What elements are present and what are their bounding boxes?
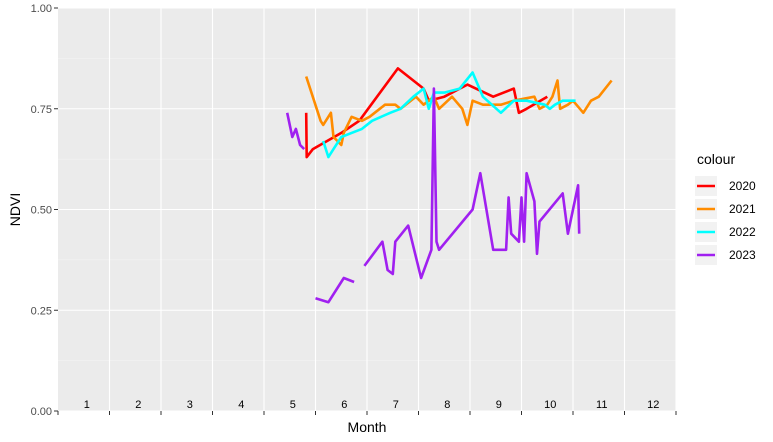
y-tick-label: 0.75 (31, 104, 52, 116)
legend-label-2020: 2020 (729, 179, 756, 193)
x-axis-title: Month (348, 419, 387, 435)
legend-title: colour (697, 151, 735, 167)
y-axis: 0.00 0.25 0.50 0.75 1.00 (31, 3, 58, 418)
y-tick-label: 0.25 (31, 305, 52, 317)
y-tick-label: 0.50 (31, 205, 52, 217)
month-label: 4 (238, 399, 244, 411)
y-tick-label: 1.00 (31, 3, 52, 15)
series-line-2023 (363, 87, 581, 280)
month-label: 3 (187, 399, 193, 411)
month-label: 10 (544, 399, 556, 411)
y-axis-title: NDVI (7, 193, 23, 226)
month-label: 9 (496, 399, 502, 411)
legend-label-2021: 2021 (729, 202, 756, 216)
y-tick-label: 0.00 (31, 406, 52, 418)
series-line-2023 (285, 112, 306, 151)
month-label: 11 (596, 399, 607, 411)
month-label: 1 (84, 399, 90, 411)
legend-label-2022: 2022 (729, 225, 756, 239)
series-line-2023 (315, 276, 355, 304)
month-label: 7 (393, 399, 399, 411)
x-axis: 1 2 3 4 5 6 7 8 9 10 11 12 (57, 399, 677, 415)
month-label: 12 (647, 399, 659, 411)
legend: colour 2020 2021 2022 2023 (695, 151, 756, 265)
month-label: 8 (444, 399, 450, 411)
month-label: 5 (290, 399, 296, 411)
grid-major (58, 7, 677, 412)
month-label: 6 (341, 399, 347, 411)
series-layer (285, 67, 613, 304)
month-label: 2 (135, 399, 141, 411)
legend-label-2023: 2023 (729, 248, 756, 262)
